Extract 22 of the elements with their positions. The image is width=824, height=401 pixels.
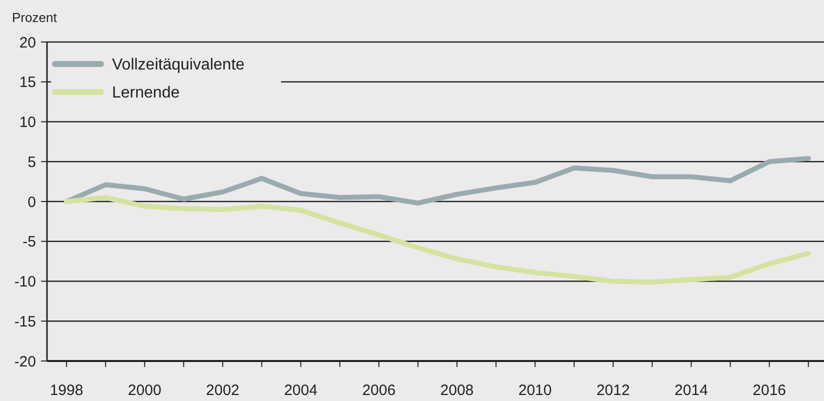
y-axis-title: Prozent (12, 10, 58, 25)
y-tick-label: 20 (19, 34, 36, 52)
legend-label: Vollzeitäquivalente (112, 56, 245, 74)
y-tick-label: 10 (19, 114, 36, 131)
y-tick-label: 15 (19, 74, 36, 92)
x-tick-label: 2006 (362, 382, 396, 399)
y-tick-label: -5 (22, 234, 36, 251)
y-tick-label: -20 (14, 353, 36, 370)
y-tick-label: 5 (28, 154, 36, 171)
x-tick-label: 2002 (206, 382, 240, 399)
x-tick-label: 1998 (50, 382, 84, 399)
x-tick-label: 2012 (596, 382, 630, 399)
x-tick-label: 2004 (284, 382, 318, 399)
y-tick-label: 0 (28, 194, 36, 211)
x-tick-label: 2010 (518, 382, 552, 399)
y-tick-label: -10 (14, 274, 36, 290)
x-tick-label: 2016 (752, 382, 786, 399)
x-tick-label: 2000 (128, 382, 162, 399)
x-tick-label: 2008 (440, 382, 474, 399)
y-tick-label: -15 (14, 313, 36, 330)
legend-label: Lernende (112, 84, 180, 102)
x-tick-label: 2014 (674, 382, 708, 399)
